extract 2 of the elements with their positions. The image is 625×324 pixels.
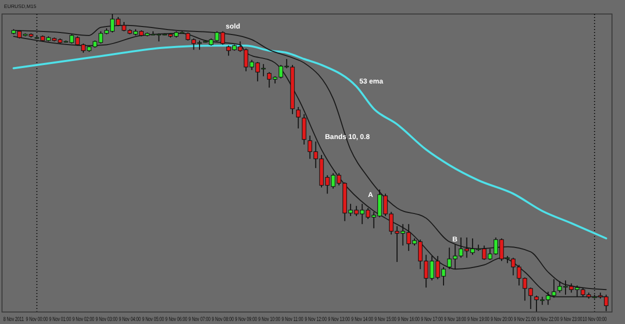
candlestick — [302, 114, 306, 146]
candlestick — [296, 106, 301, 129]
